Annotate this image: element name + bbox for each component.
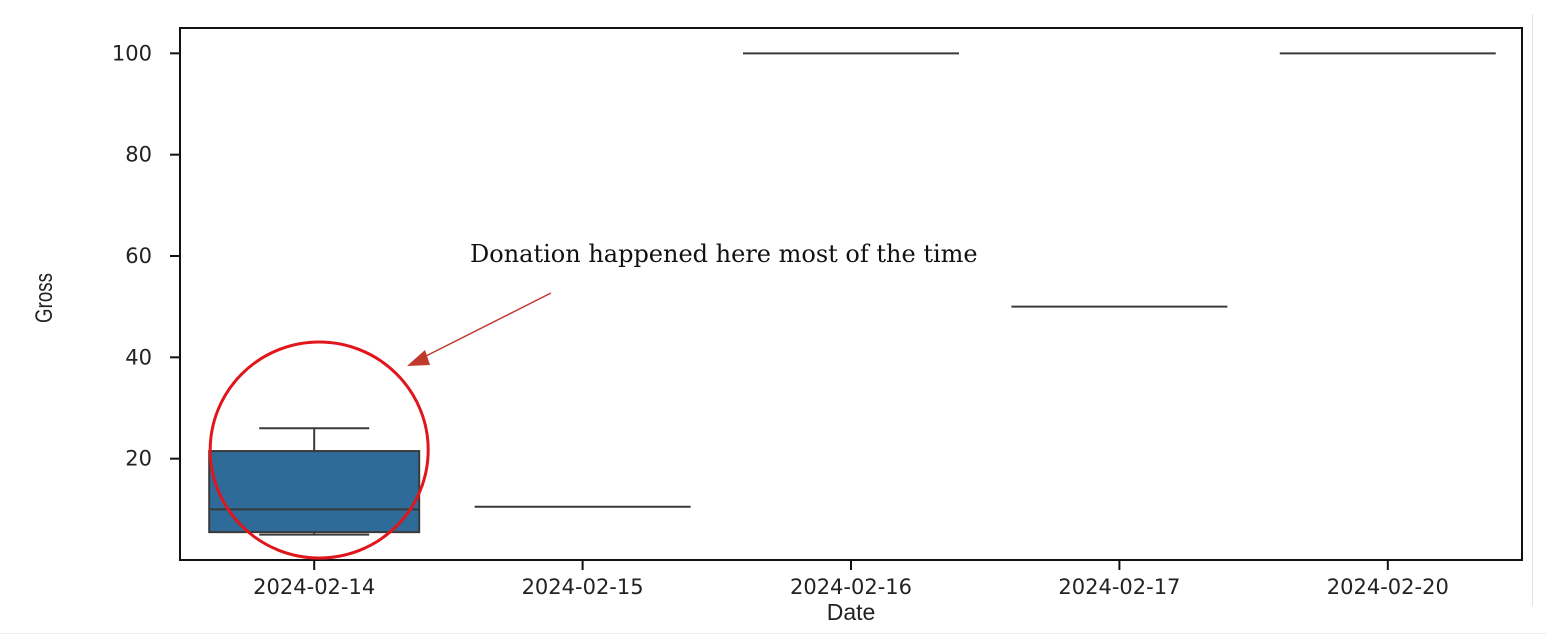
x-tick-label: 2024-02-14: [253, 575, 375, 599]
box-body: [208, 450, 421, 534]
y-axis: 20 40 60 80 100: [112, 41, 180, 471]
annotation-text: Donation happened here most of the time: [470, 240, 978, 268]
page-edge-right: [1532, 14, 1533, 606]
annotation-arrow-head: [407, 350, 430, 366]
y-tick-label: 100: [112, 41, 152, 65]
x-tick-label: 2024-02-16: [790, 575, 912, 599]
annotation-arrow-line: [419, 292, 552, 360]
x-tick-label: 2024-02-17: [1058, 575, 1180, 599]
highlight-circle: [208, 340, 430, 560]
annotation-layer: Donation happened here most of the time: [208, 240, 978, 560]
y-tick-label: 60: [125, 244, 152, 268]
x-axis-label: Date: [827, 599, 876, 625]
x-axis: 2024-02-14 2024-02-15 2024-02-16 2024-02-17…: [253, 560, 1449, 599]
x-tick-label: 2024-02-20: [1327, 575, 1449, 599]
y-axis-label: Gross: [31, 273, 58, 323]
page-edge-bottom: [0, 633, 1546, 634]
boxes-layer: [208, 52, 1496, 536]
y-tick-label: 40: [125, 345, 152, 369]
y-tick-label: 80: [125, 143, 152, 167]
box-2024-02-14: [208, 427, 421, 536]
y-tick-label: 20: [125, 447, 152, 471]
x-tick-label: 2024-02-15: [522, 575, 644, 599]
